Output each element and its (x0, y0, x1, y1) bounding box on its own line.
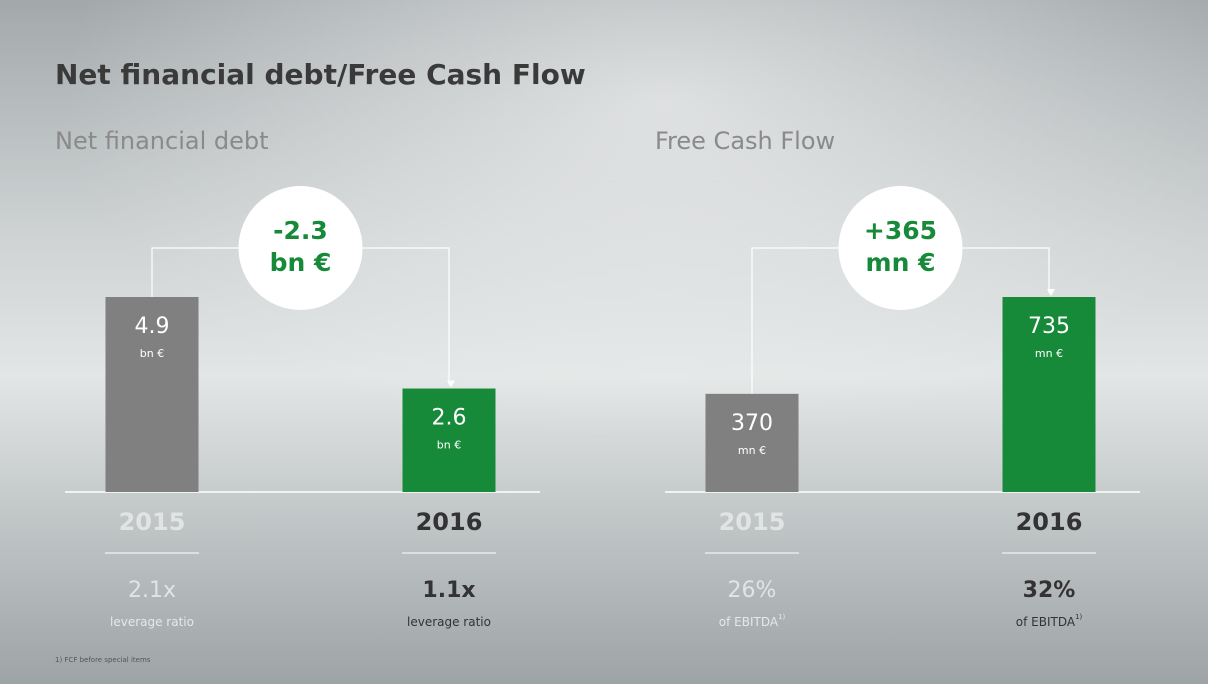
footnote-marker: 1) (1075, 613, 1082, 621)
footnote: 1) FCF before special items (55, 656, 151, 664)
difference-unit: mn € (866, 248, 936, 277)
bar-unit: bn € (140, 347, 164, 360)
bar-value: 2.6 (432, 406, 467, 431)
bar (1002, 297, 1096, 492)
ratio-value: 26% (728, 578, 777, 603)
ratio-value: 32% (1023, 578, 1076, 603)
bar-value: 4.9 (135, 314, 170, 339)
bar (105, 297, 199, 492)
ratio-caption: leverage ratio (407, 615, 491, 629)
difference-badge (838, 186, 963, 310)
slide-title: Net financial debt/Free Cash Flow (55, 58, 586, 91)
bar-value: 735 (1028, 314, 1070, 339)
bar (705, 393, 799, 492)
ratio-caption: of EBITDA1) (1016, 613, 1083, 629)
ratio-value: 1.1x (422, 578, 475, 603)
bar-unit: mn € (1035, 347, 1063, 360)
category-label: 2016 (416, 508, 483, 536)
ratio-caption: leverage ratio (110, 615, 194, 629)
bar (402, 388, 496, 492)
chart-subtitle: Net financial debt (55, 127, 269, 155)
ratio-value: 2.1x (128, 578, 176, 603)
difference-value: -2.3 (273, 216, 328, 245)
bar-unit: bn € (437, 439, 461, 452)
ratio-caption-text: leverage ratio (407, 615, 491, 629)
ratio-caption-text: of EBITDA (1016, 615, 1076, 629)
ratio-caption: of EBITDA1) (719, 613, 786, 629)
category-label: 2016 (1016, 508, 1083, 536)
ratio-caption-text: leverage ratio (110, 615, 194, 629)
chart-subtitle: Free Cash Flow (655, 127, 835, 155)
bar-unit: mn € (738, 444, 766, 457)
category-label: 2015 (719, 508, 786, 536)
difference-value: +365 (864, 216, 937, 245)
difference-unit: bn € (270, 248, 332, 277)
bar-value: 370 (731, 411, 773, 436)
footnote-marker: 1) (778, 613, 785, 621)
difference-badge (238, 186, 363, 310)
ratio-caption-text: of EBITDA (719, 615, 779, 629)
category-label: 2015 (119, 508, 186, 536)
